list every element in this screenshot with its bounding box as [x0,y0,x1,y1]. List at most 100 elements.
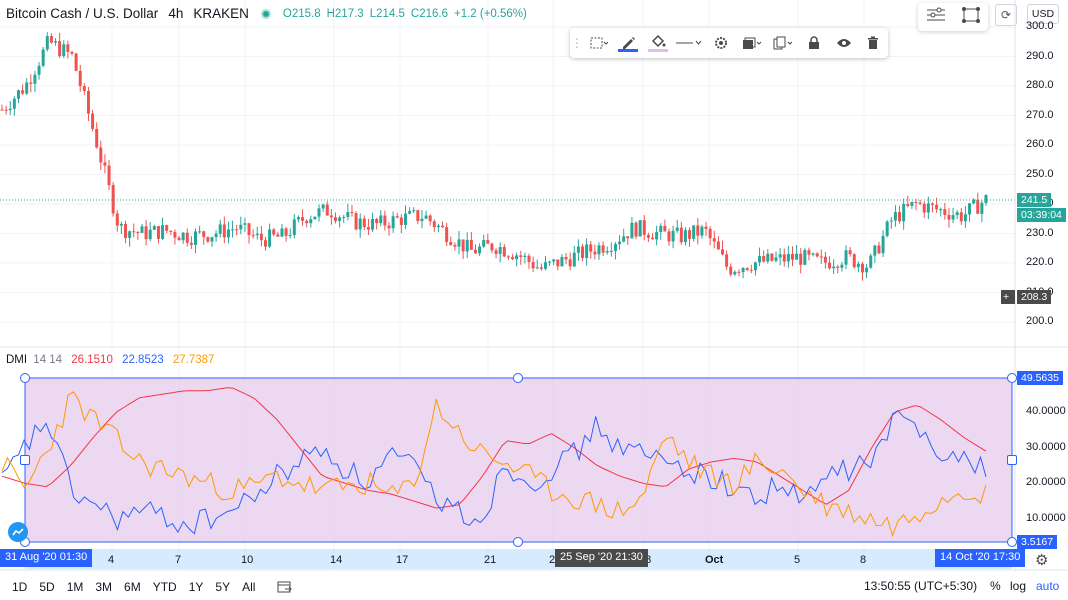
candle-body [239,224,243,230]
candle-body [749,269,753,271]
object-list-icon[interactable] [925,7,947,28]
refresh-icon[interactable]: ⟳ [995,4,1017,26]
rect-handle-top-right[interactable] [1007,373,1017,383]
candle-body [103,162,107,166]
trash-icon[interactable] [858,28,888,58]
candle-body [321,204,325,209]
auto-toggle[interactable]: auto [1036,579,1060,593]
tradingview-logo-icon[interactable] [8,522,28,542]
candle-body [99,147,103,163]
dmi-plus-line [1,387,987,509]
candle-body [412,210,416,212]
candle-body [86,90,90,114]
range-button-1d[interactable]: 1D [12,580,28,594]
range-button-5y[interactable]: 5Y [215,580,231,594]
candle-body [124,223,128,238]
candle-body [659,225,663,233]
range-button-1m[interactable]: 1M [66,580,84,594]
rect-handle-bottom-middle[interactable] [513,537,523,547]
percent-toggle[interactable]: % [990,579,1001,593]
layers-icon[interactable] [736,28,768,58]
candle-body [898,212,902,222]
candle-body [16,90,20,99]
candle-body [963,214,967,222]
candle-body [354,213,358,230]
fill-bucket-icon[interactable] [643,28,673,58]
candle-body [844,250,848,265]
dmi-bottom-value-tag: 3.5167 [1017,535,1058,549]
line-style-icon[interactable] [673,28,707,58]
range-button-ytd[interactable]: YTD [152,580,177,594]
price-tick-label: 230.0 [1026,226,1054,239]
candle-body [980,202,984,214]
candle-body [873,245,877,256]
time-tick-label: 8 [860,554,867,566]
dmi-name[interactable]: DMI [6,354,28,366]
rect-handle-bottom-right[interactable] [1007,537,1017,547]
candle-body [383,215,387,226]
rectangle-tool-icon[interactable] [961,6,981,29]
candle-body [338,217,342,222]
range-buttons: 1D 5D 1M 3M 6M YTD 1Y 5Y All [0,580,255,594]
candle-body [828,262,832,269]
range-button-5d[interactable]: 5D [39,580,55,594]
dmi-minus-value: 22.8523 [122,354,164,366]
candle-body [543,262,547,269]
range-button-3m[interactable]: 3M [95,580,113,594]
settings-icon[interactable] [706,28,736,58]
candle-body [498,247,502,254]
candle-body [4,109,8,111]
crosshair-plus-icon[interactable]: + [1001,290,1015,304]
log-toggle[interactable]: log [1010,579,1027,593]
goto-date-icon[interactable] [277,579,293,596]
candle-body [737,271,741,273]
price-tick-label: 300.0 [1026,20,1054,32]
candle-body [189,242,193,245]
dmi-highlight-rectangle[interactable] [24,377,1013,543]
dmi-tick-label: 20.0000 [1026,476,1066,489]
rect-handle-right-middle[interactable] [1007,455,1017,465]
candle-body [696,225,700,236]
candle-body [762,255,766,262]
candle-body [29,82,33,84]
chart-settings-icon[interactable]: ⚙ [1035,552,1049,569]
candle-body [523,255,527,257]
candle-body [601,245,605,253]
range-button-all[interactable]: All [242,580,256,594]
select-icon[interactable] [584,28,614,58]
rect-handle-top-middle[interactable] [513,373,523,383]
candle-body [593,251,597,255]
currency-button[interactable]: USD [1027,4,1059,24]
rect-handle-top-left[interactable] [20,373,30,383]
dmi-params: 14 14 [33,354,63,366]
copy-icon[interactable] [768,28,800,58]
drag-handle-icon[interactable]: ⋮ [570,36,583,50]
candle-body [515,255,519,260]
candle-body [259,233,263,241]
candle-body [255,233,259,236]
rect-handle-left-middle[interactable] [20,455,30,465]
lock-icon[interactable] [799,28,829,58]
candle-body [613,244,617,252]
range-button-1y[interactable]: 1Y [188,580,204,594]
time-tick-label: 21 [484,554,497,566]
candle-body [251,235,255,237]
time-crosshair-tag: 25 Sep '20 21:30 [555,549,648,567]
candle-body [358,218,362,230]
range-button-6m[interactable]: 6M [124,580,141,594]
pencil-icon[interactable] [613,28,643,58]
candle-body [457,239,461,247]
candle-body [296,217,300,220]
candle-body [284,228,288,236]
candle-body [548,261,552,263]
candle-body [869,255,873,268]
candle-body [881,235,885,254]
symbol-title[interactable]: Bitcoin Cash / U.S. Dollar [6,6,159,21]
candle-body [556,259,560,267]
market-status-icon [260,8,271,19]
candle-body [704,226,708,229]
symbol-interval: 4h [168,6,184,21]
clock[interactable]: 13:50:55 (UTC+5:30) [864,579,978,593]
eye-icon[interactable] [829,28,859,58]
